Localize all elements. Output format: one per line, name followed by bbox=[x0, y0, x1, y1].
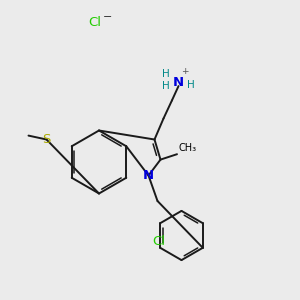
Text: H: H bbox=[187, 80, 195, 90]
Text: CH₃: CH₃ bbox=[178, 143, 196, 153]
Text: N: N bbox=[143, 169, 154, 182]
Text: Cl: Cl bbox=[152, 235, 165, 248]
Text: −: − bbox=[103, 12, 112, 22]
Text: Cl: Cl bbox=[88, 16, 101, 29]
Text: S: S bbox=[42, 133, 51, 146]
Text: H: H bbox=[162, 69, 170, 79]
Text: +: + bbox=[181, 68, 188, 76]
Text: H: H bbox=[162, 81, 170, 91]
Text: N: N bbox=[173, 76, 184, 89]
